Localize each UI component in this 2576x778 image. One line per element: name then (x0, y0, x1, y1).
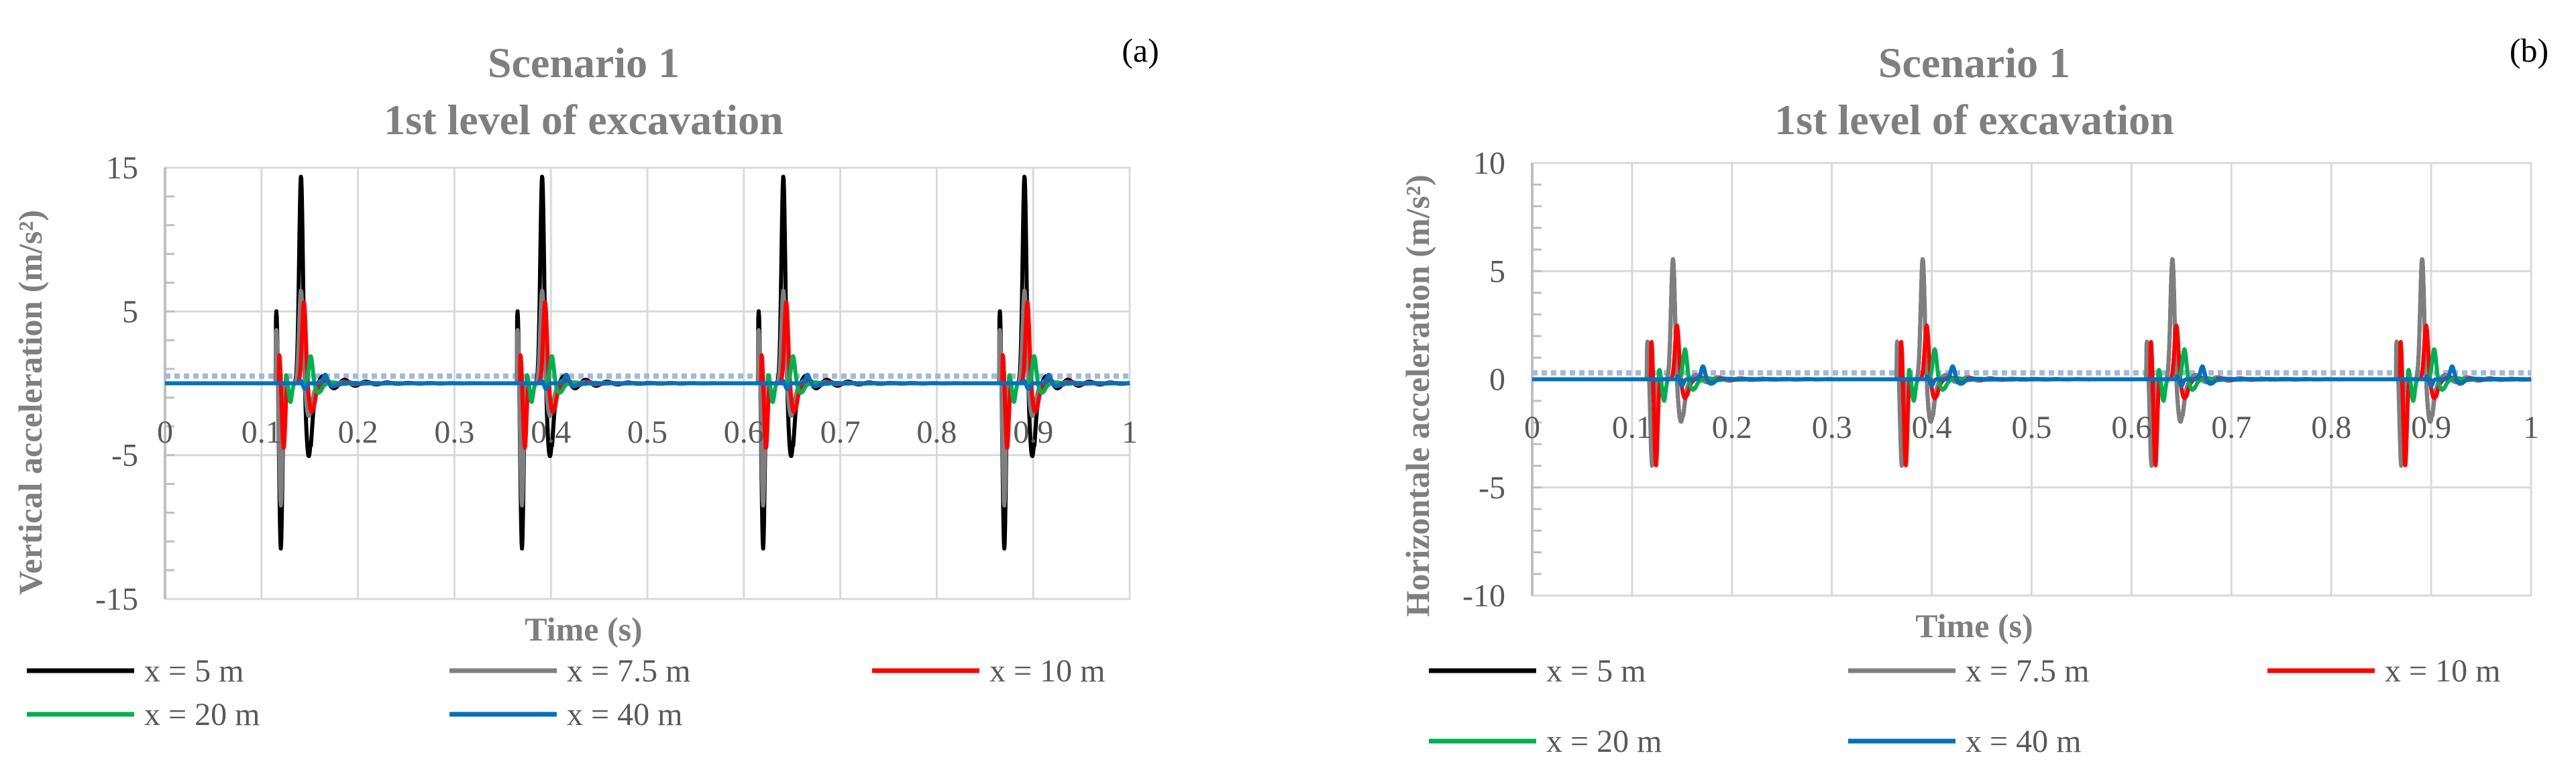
chart-title: Scenario 1 (1878, 39, 2070, 87)
legend-label: x = 40 m (567, 697, 682, 732)
tick-labels: 0 0.1 0.2 0.3 0.4 0.5 0.6 0.7 0.8 0.9 1 15 5 -5 -15 (95, 150, 1138, 617)
x-tick-label: 0.3 (1812, 410, 1852, 445)
x-tick-label: 0.8 (916, 414, 957, 450)
x-axis-label: Time (s) (1915, 607, 2033, 645)
x-tick-label: 0.7 (820, 414, 861, 450)
chart-subtitle: 1st level of excavation (1774, 96, 2174, 144)
tick-labels: 0 0.1 0.2 0.3 0.4 0.5 0.6 0.7 0.8 0.9 1 10 5 0 -5 -10 (1462, 146, 2539, 614)
x-tick-label: 1 (2523, 410, 2539, 445)
series-line-5 (1530, 364, 2533, 388)
x-tick-label: 0.7 (2211, 410, 2251, 445)
y-tick-label: -5 (1479, 470, 1505, 506)
x-tick-label: 0.5 (627, 414, 667, 450)
x-tick-label: 0.3 (434, 414, 474, 450)
y-tick-label: -15 (95, 581, 138, 617)
x-tick-label: 0.8 (2311, 410, 2351, 445)
panel-label: (b) (2510, 32, 2548, 69)
x-tick-label: 1 (1122, 414, 1138, 450)
legend-label: x = 5 m (1546, 653, 1646, 689)
chart-vertical-acceleration: (a) Scenario 1 1st level of excavation T… (11, 32, 1159, 732)
x-tick-label: 0.4 (531, 414, 571, 450)
legend-label: x = 20 m (144, 697, 260, 732)
y-tick-label: 0 (1489, 362, 1505, 398)
series-lines (163, 174, 1132, 551)
legend: x = 5 m x = 7.5 m x = 10 m x = 20 m x = 40 m (1429, 653, 2500, 759)
x-tick-label: 0.1 (241, 414, 282, 450)
x-tick-label: 0.6 (2111, 410, 2151, 445)
x-tick-label: 0.6 (724, 414, 764, 450)
y-tick-label: 5 (122, 294, 138, 329)
panel-label: (a) (1122, 32, 1159, 69)
series-line-5 (163, 372, 1132, 392)
x-tick-label: 0.9 (1013, 414, 1053, 450)
y-tick-label: -10 (1462, 578, 1505, 614)
x-tick-label: 0.1 (1612, 410, 1652, 445)
legend-label: x = 40 m (1966, 724, 2081, 759)
legend-label: x = 7.5 m (1966, 653, 2089, 689)
chart-title: Scenario 1 (488, 39, 680, 87)
legend-label: x = 7.5 m (567, 653, 690, 689)
x-tick-label: 0.5 (2012, 410, 2052, 445)
chart-subtitle: 1st level of excavation (384, 96, 783, 144)
x-tick-label: 0.2 (1712, 410, 1752, 445)
legend-label: x = 10 m (989, 653, 1105, 689)
legend-label: x = 20 m (1546, 724, 1662, 759)
y-axis-label: Horizontale acceleration (m/s²) (1399, 174, 1436, 616)
y-tick-label: 5 (1489, 254, 1505, 289)
y-tick-label: 15 (106, 150, 138, 186)
chart-horizontal-acceleration: (b) Scenario 1 1st level of excavation T… (1399, 32, 2548, 759)
x-tick-label: 0 (1524, 410, 1540, 445)
x-tick-label: 0.9 (2411, 410, 2451, 445)
y-axis-label: Vertical acceleration (m/s²) (11, 210, 49, 595)
x-axis-label: Time (s) (525, 610, 642, 648)
x-tick-label: 0.2 (338, 414, 378, 450)
legend-label: x = 10 m (2385, 653, 2500, 689)
x-tick-label: 0 (157, 414, 173, 450)
series-lines (1530, 257, 2533, 468)
legend: x = 5 m x = 7.5 m x = 10 m x = 20 m x = 40 m (27, 653, 1105, 732)
x-tick-label: 0.4 (1912, 410, 1952, 445)
y-tick-label: 10 (1473, 146, 1505, 181)
y-tick-label: -5 (111, 438, 138, 474)
legend-label: x = 5 m (144, 653, 244, 689)
